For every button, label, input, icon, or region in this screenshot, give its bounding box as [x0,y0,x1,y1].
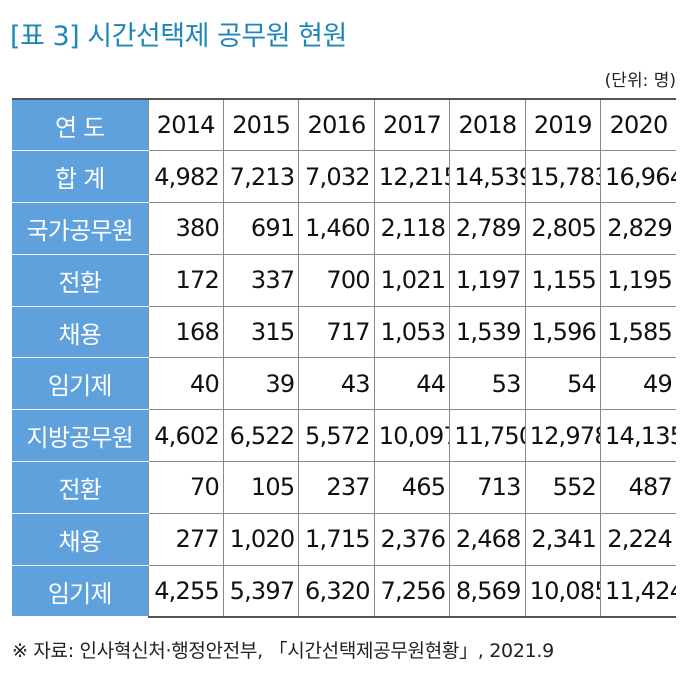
row-label: 지방공무원 [12,409,149,463]
table-cell: 10,085 [525,565,602,618]
table-cell: 2,118 [374,202,451,255]
table-cell: 2,224 [600,513,676,566]
row-label: 채용 [12,513,149,566]
year-header-cell: 2015 [223,98,300,152]
table-cell: 1,053 [374,306,451,359]
year-header-cell: 2020 [600,98,676,152]
table-cell: 237 [298,461,375,514]
table-cell: 691 [223,202,300,255]
table-cell: 14,539 [449,150,526,204]
table-cell: 1,195 [600,254,676,307]
table-cell: 39 [223,357,300,411]
table-cell: 2,805 [525,202,602,255]
row-label: 합 계 [12,150,149,204]
table-cell: 1,020 [223,513,300,566]
data-table: 연 도 2014 2015 2016 2017 2018 2019 2020 합… [12,98,676,618]
table-cell: 4,255 [148,565,224,618]
row-label: 채용 [12,306,149,359]
row-label: 전환 [12,461,149,514]
table-cell: 2,789 [449,202,526,255]
table-cell: 380 [148,202,224,255]
table-cell: 2,376 [374,513,451,566]
table-row: 임기제 40 39 43 44 53 54 49 [12,357,676,411]
table-cell: 5,397 [223,565,300,618]
year-header-label: 연 도 [12,98,149,152]
table-body: 연 도 2014 2015 2016 2017 2018 2019 2020 합… [12,98,676,618]
table-cell: 465 [374,461,451,514]
table-cell: 2,468 [449,513,526,566]
table-cell: 10,097 [374,409,451,463]
table-cell: 16,964 [600,150,676,204]
table-cell: 337 [223,254,300,307]
table-cell: 1,539 [449,306,526,359]
year-header-cell: 2014 [148,98,224,152]
table-cell: 7,032 [298,150,375,204]
table-cell: 11,750 [449,409,526,463]
table-cell: 105 [223,461,300,514]
unit-label: (단위: 명) [604,71,676,91]
table-cell: 53 [449,357,526,411]
table-cell: 8,569 [449,565,526,618]
table-row: 지방공무원4,6026,5225,57210,09711,75012,97814… [12,409,676,463]
table-cell: 4,982 [148,150,224,204]
table-row: 국가공무원 380 691 1,460 2,118 2,789 2,805 2,829 [12,202,676,255]
table-cell: 1,585 [600,306,676,359]
table-header-row: 연 도 2014 2015 2016 2017 2018 2019 2020 [12,98,676,152]
table-cell: 172 [148,254,224,307]
table-row: 합 계4,9827,2137,03212,21514,53915,78316,9… [12,150,676,204]
table-cell: 2,829 [600,202,676,255]
table-cell: 315 [223,306,300,359]
table-row: 전환 70 105 237 465 713 552 487 [12,461,676,514]
table-cell: 713 [449,461,526,514]
table-cell: 6,320 [298,565,375,618]
table-cell: 1,715 [298,513,375,566]
table-cell: 14,135 [600,409,676,463]
row-label: 임기제 [12,357,149,411]
table-cell: 717 [298,306,375,359]
table-cell: 552 [525,461,602,514]
table-cell: 7,213 [223,150,300,204]
table-cell: 11,424 [600,565,676,618]
table-cell: 1,197 [449,254,526,307]
row-label: 국가공무원 [12,202,149,255]
table-cell: 6,522 [223,409,300,463]
table-cell: 7,256 [374,565,451,618]
table-cell: 1,460 [298,202,375,255]
table-cell: 44 [374,357,451,411]
table-cell: 49 [600,357,676,411]
row-label: 임기제 [12,565,149,618]
table-cell: 1,155 [525,254,602,307]
year-header-cell: 2019 [525,98,602,152]
table-cell: 5,572 [298,409,375,463]
table-row: 채용 168 315 717 1,053 1,539 1,596 1,585 [12,306,676,359]
year-header-cell: 2016 [298,98,375,152]
table-cell: 277 [148,513,224,566]
table-cell: 4,602 [148,409,224,463]
year-header-cell: 2017 [374,98,451,152]
table-cell: 700 [298,254,375,307]
table-cell: 70 [148,461,224,514]
table-cell: 54 [525,357,602,411]
table-cell: 12,215 [374,150,451,204]
table-title: [표 3] 시간선택제 공무원 현원 [10,21,347,52]
table-cell: 40 [148,357,224,411]
table-row: 전환 172 337 700 1,021 1,197 1,155 1,195 [12,254,676,307]
table-cell: 12,978 [525,409,602,463]
year-header-cell: 2018 [449,98,526,152]
table-cell: 1,021 [374,254,451,307]
table-cell: 168 [148,306,224,359]
table-cell: 487 [600,461,676,514]
row-label: 전환 [12,254,149,307]
table-row: 채용 277 1,020 1,715 2,376 2,468 2,341 2,224 [12,513,676,566]
table-cell: 43 [298,357,375,411]
table-cell: 2,341 [525,513,602,566]
source-note: ※ 자료: 인사혁신처·행정안전부, 「시간선택제공무원현황」, 2021.9 [12,640,554,662]
table-cell: 15,783 [525,150,602,204]
table-cell: 1,596 [525,306,602,359]
